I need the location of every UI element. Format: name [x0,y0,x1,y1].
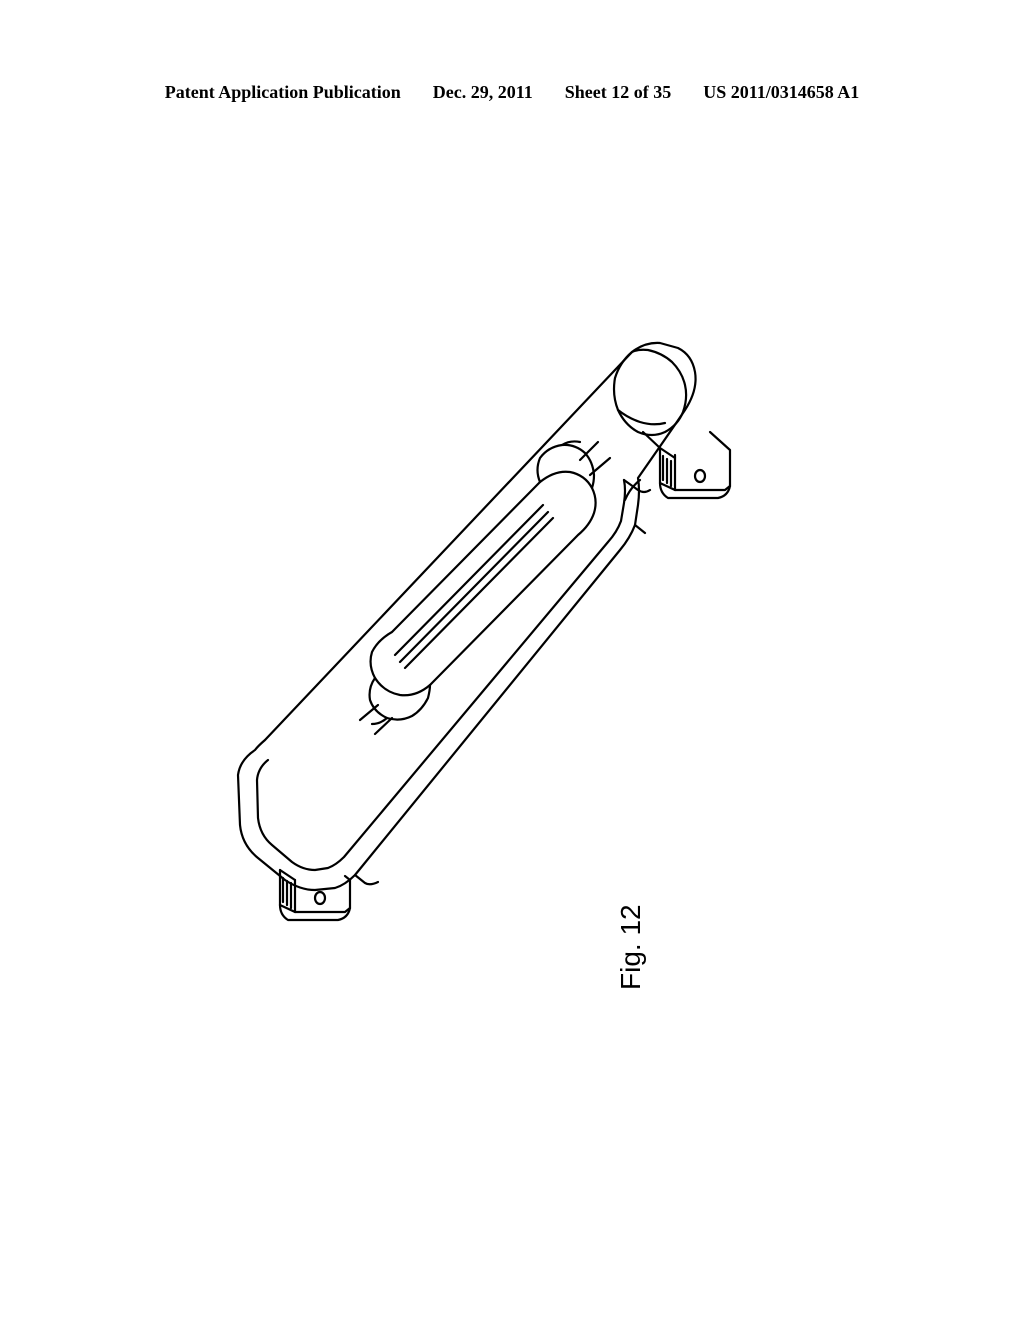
sheet-number: Sheet 12 of 35 [565,82,672,103]
figure-container: Fig. 12 [120,200,904,1100]
patent-drawing [120,200,904,1100]
publication-number: US 2011/0314658 A1 [703,82,859,103]
figure-label: Fig. 12 [615,904,647,990]
publication-date: Dec. 29, 2011 [433,82,533,103]
publication-type: Patent Application Publication [165,82,401,103]
page-header: Patent Application Publication Dec. 29, … [0,82,1024,103]
